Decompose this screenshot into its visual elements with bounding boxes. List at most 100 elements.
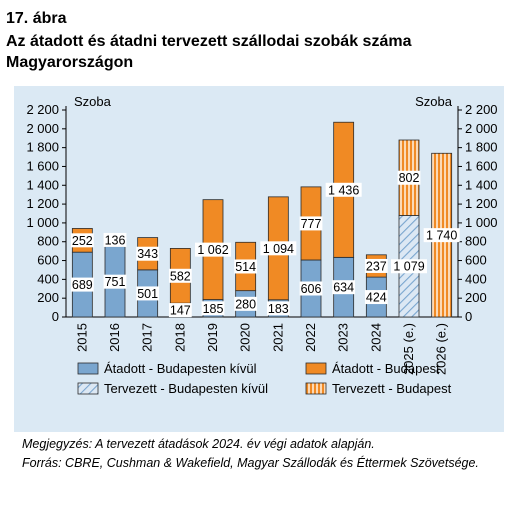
data-label: 1 740 (426, 229, 457, 243)
legend-swatch (305, 382, 327, 395)
data-label: 777 (301, 217, 322, 231)
data-label: 1 062 (197, 243, 228, 257)
data-label-bg (299, 216, 323, 231)
y-tick-label-left: 1 800 (26, 140, 59, 155)
y-tick-label-left: 400 (37, 271, 59, 286)
data-label: 1 094 (263, 242, 294, 256)
data-label: 582 (170, 269, 191, 283)
y-tick-label-right: 1 800 (465, 140, 498, 155)
data-label-bg (234, 296, 258, 311)
data-label: 501 (137, 287, 158, 301)
data-label-bg (397, 170, 421, 185)
y-tick-label-left: 2 000 (26, 121, 59, 136)
data-label-bg (423, 228, 460, 243)
legend-swatch (77, 362, 99, 375)
x-tick-label: 2025 (e.) (401, 323, 416, 375)
legend-label: Átadott - Budapesten kívül (104, 361, 257, 376)
data-label: 136 (105, 233, 126, 247)
y-tick-label-right: 2 200 (465, 102, 498, 117)
y-tick-label-left: 0 (52, 309, 59, 324)
chart-panel: 0 0 200 200 400 400 600 600 800 800 1 000 1 000 1 20… (14, 86, 504, 432)
y-tick-label-right: 2 000 (465, 121, 498, 136)
chart-title: Az átadott és átadni tervezett szállodai… (6, 33, 412, 71)
data-label: 606 (301, 282, 322, 296)
x-tick-label: 2016 (107, 323, 122, 352)
data-label-bg (195, 242, 231, 257)
data-label-bg (364, 290, 388, 305)
data-label: 280 (235, 297, 256, 311)
y-tick-label-right: 0 (465, 309, 472, 324)
legend-label: Tervezett - Budapest (332, 381, 452, 396)
data-label-bg (299, 281, 323, 296)
data-label: 634 (333, 281, 354, 295)
y-tick-label-right: 400 (465, 271, 487, 286)
y-tick-label-right: 800 (465, 234, 487, 249)
chart-note: Megjegyzés: A tervezett átadások 2024. é… (22, 437, 375, 451)
y-axis-label-left: Szoba (74, 94, 112, 109)
data-label: 1 436 (328, 183, 359, 197)
data-label-bg (168, 268, 192, 283)
data-label: 147 (170, 304, 191, 318)
x-tick-label: 2018 (172, 323, 187, 352)
y-tick-label-right: 1 400 (465, 177, 498, 192)
data-label: 802 (399, 171, 420, 185)
y-tick-label-right: 1 600 (465, 158, 498, 173)
figure-number: 17. ábra (6, 10, 67, 27)
y-tick-label-right: 1 200 (465, 196, 498, 211)
data-label: 252 (72, 234, 93, 248)
x-tick-label: 2022 (303, 323, 318, 352)
data-label-bg (266, 301, 290, 316)
y-tick-label-left: 1 200 (26, 196, 59, 211)
legend-swatch (305, 362, 327, 375)
data-label-bg (168, 303, 192, 318)
x-tick-label: 2021 (270, 323, 285, 352)
x-tick-label: 2026 (e.) (434, 323, 449, 375)
data-label: 343 (137, 247, 158, 261)
data-label: 751 (105, 275, 126, 289)
y-axis-label-right: Szoba (415, 94, 453, 109)
data-label: 1 079 (393, 260, 424, 274)
x-tick-label: 2023 (336, 323, 351, 352)
data-label-bg (136, 286, 160, 301)
x-tick-label: 2019 (205, 323, 220, 352)
y-tick-label-left: 1 600 (26, 158, 59, 173)
y-tick-label-left: 2 200 (26, 102, 59, 117)
chart-source: Forrás: CBRE, Cushman & Wakefield, Magya… (22, 456, 479, 470)
y-tick-label-right: 1 000 (465, 215, 498, 230)
data-label-bg (234, 259, 258, 274)
y-tick-label-left: 1 000 (26, 215, 59, 230)
data-label-bg (201, 301, 225, 316)
data-label-bg (364, 258, 388, 273)
data-label: 424 (366, 291, 387, 305)
data-label-bg (103, 274, 127, 289)
y-tick-label-right: 600 (465, 253, 487, 268)
data-label-bg (391, 259, 427, 274)
y-tick-label-right: 200 (465, 290, 487, 305)
data-label: 183 (268, 302, 289, 316)
legend-swatch (77, 382, 99, 395)
figure-header: 17. ábra Az átadott és átadni tervezett … (0, 0, 516, 82)
data-label-bg (332, 280, 356, 295)
y-tick-label-left: 600 (37, 253, 59, 268)
data-label: 185 (203, 302, 224, 316)
stacked-bar-chart: 0 0 200 200 400 400 600 600 800 800 1 000 1 000 1 20… (26, 94, 498, 396)
x-tick-label: 2015 (74, 323, 89, 352)
data-label: 514 (235, 260, 256, 274)
x-tick-label: 2020 (238, 323, 253, 352)
data-label-bg (136, 246, 160, 261)
x-tick-label: 2024 (368, 323, 383, 352)
data-label-bg (70, 277, 94, 292)
data-label-bg (70, 233, 94, 248)
legend-label: Átadott - Budapest (332, 361, 440, 376)
notes-section: Megjegyzés: A tervezett átadások 2024. é… (22, 436, 510, 474)
data-label-bg (325, 182, 362, 197)
data-label: 689 (72, 278, 93, 292)
data-label-bg (260, 241, 297, 256)
data-label-bg (103, 232, 127, 247)
y-tick-label-left: 200 (37, 290, 59, 305)
y-tick-label-left: 1 400 (26, 177, 59, 192)
data-label: 237 (366, 259, 387, 273)
legend-label: Tervezett - Budapesten kívül (104, 381, 268, 396)
y-tick-label-left: 800 (37, 234, 59, 249)
x-tick-label: 2017 (140, 323, 155, 352)
